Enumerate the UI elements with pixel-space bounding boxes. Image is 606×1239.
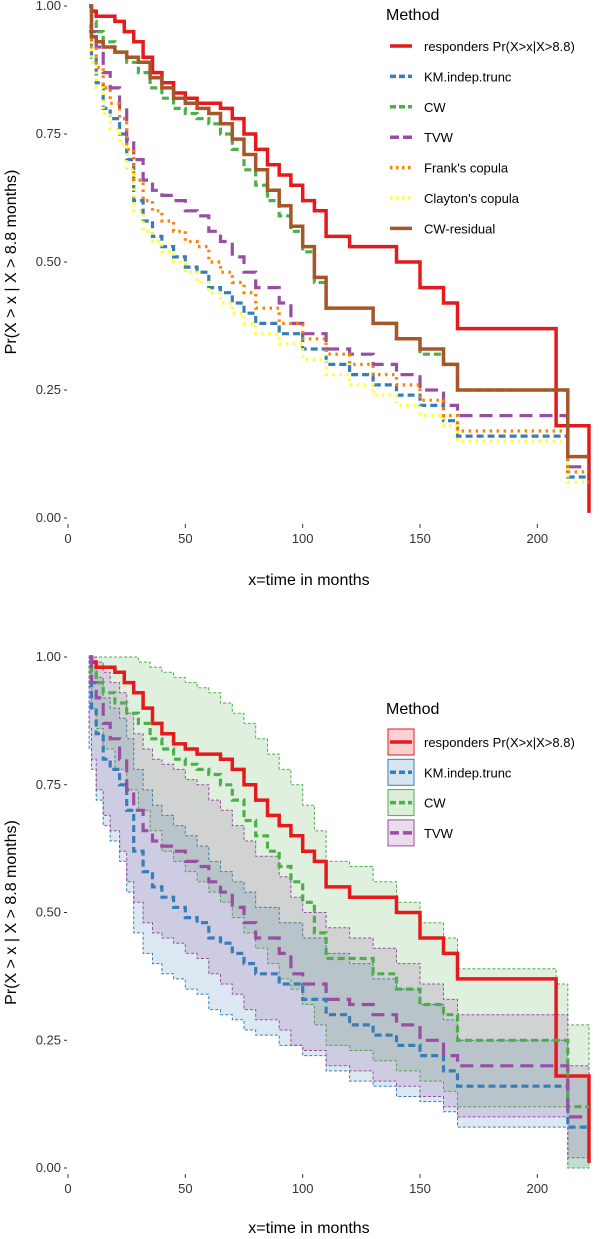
series-line-km-indep-trunc-bottom [89,681,589,1129]
legend-label-km-indep-trunc-top: KM.indep.trunc [424,69,512,84]
x-tick-label-top: 200 [526,531,548,546]
legend-label-cw-bottom: CW [424,796,446,811]
legend-title-top: Method [386,7,439,24]
y-axis-title-top: Pr(X > x | X > 8.8 months) [3,170,20,355]
series-line-cw-residual-top [89,4,589,459]
series-line-tvw-bottom [89,655,589,1119]
x-tick-label-bottom: 100 [292,1181,314,1196]
legend-label-frank-s-copula-top: Frank's copula [424,161,509,176]
series-line-clayton-s-copula-top [89,35,589,484]
y-tick-label-bottom: 0.75 [36,777,61,792]
bottom-panel-chart: 0.00 0.25 0.50 0.75 1.00 0 50 100 150 200 x=time i… [3,649,591,1237]
x-tick-label-bottom: 200 [526,1181,548,1196]
legend-label-clayton-s-copula-top: Clayton's copula [424,191,520,206]
band-cw-bottom [88,656,590,1169]
legend-label-tvw-top: TVW [424,130,454,145]
y-tick-label-bottom: 0.00 [36,1160,61,1175]
x-axis-title-top: x=time in months [248,572,369,589]
series-line-responders-pr-x-x-x-8-8-top [89,4,591,513]
x-tick-label-top: 50 [178,531,192,546]
y-axis-title-bottom: Pr(X > x | X > 8.8 months) [3,820,20,1005]
legend-label-tvw-bottom: TVW [424,826,454,841]
band-tvw-bottom [88,656,590,1159]
y-tick-label-bottom: 1.00 [36,649,61,664]
x-tick-label-top: 150 [409,531,431,546]
series-line-responders-pr-x-x-x-8-8-bottom [89,655,591,1163]
y-tick-label-top: 0.00 [36,510,61,525]
x-tick-label-bottom: 50 [178,1181,192,1196]
series-line-cw-top [89,4,589,459]
series-line-cw-bottom [89,655,589,1109]
y-tick-label-top: 0.75 [36,126,61,141]
legend-title-bottom: Method [386,701,439,718]
y-tick-label-top: 0.50 [36,254,61,269]
x-axis-title-bottom: x=time in months [248,1220,369,1237]
x-tick-label-bottom: 0 [64,1181,71,1196]
legend-label-responders-pr-x-x-x-8-8-bottom: responders Pr(X>x|X>8.8) [424,735,575,750]
x-tick-label-top: 0 [64,531,71,546]
y-tick-label-bottom: 0.25 [36,1032,61,1047]
legend-label-responders-pr-x-x-x-8-8-top: responders Pr(X>x|X>8.8) [424,39,575,54]
x-tick-label-top: 100 [292,531,314,546]
series-line-frank-s-copula-top [89,24,589,474]
legend-label-cw-top: CW [424,100,446,115]
legend-label-cw-residual-top: CW-residual [424,221,495,236]
y-tick-label-bottom: 0.50 [36,905,61,920]
legend-label-km-indep-trunc-bottom: KM.indep.trunc [424,765,512,780]
y-tick-label-top: 0.25 [36,382,61,397]
x-tick-label-bottom: 150 [409,1181,431,1196]
y-tick-label-top: 1.00 [36,0,61,13]
top-panel-chart: 0.00 0.25 0.50 0.75 1.00 0 50 100 150 200 x=time i… [3,0,591,589]
series-line-tvw-top [89,4,589,469]
